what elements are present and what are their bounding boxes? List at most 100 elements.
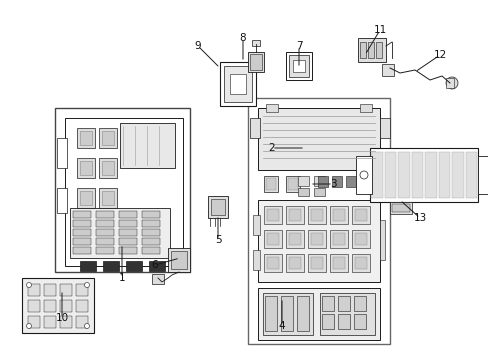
- Bar: [229, 74, 245, 94]
- Bar: [103, 261, 119, 271]
- Bar: [28, 300, 40, 312]
- Bar: [96, 247, 114, 254]
- Circle shape: [445, 77, 457, 89]
- Bar: [329, 254, 347, 272]
- Bar: [76, 316, 88, 328]
- Bar: [321, 296, 333, 311]
- Bar: [265, 178, 275, 190]
- Text: 1: 1: [119, 273, 125, 283]
- Bar: [337, 296, 349, 311]
- Bar: [266, 209, 279, 221]
- Bar: [55, 108, 190, 272]
- Bar: [329, 230, 347, 248]
- Bar: [285, 254, 304, 272]
- Bar: [296, 296, 308, 331]
- Bar: [119, 211, 137, 218]
- Bar: [337, 314, 349, 329]
- Bar: [317, 176, 327, 187]
- Bar: [119, 229, 137, 236]
- Bar: [359, 42, 365, 58]
- Bar: [367, 42, 373, 58]
- Bar: [375, 42, 381, 58]
- Text: 11: 11: [373, 25, 386, 35]
- Bar: [22, 278, 94, 333]
- Bar: [252, 250, 260, 270]
- Bar: [70, 208, 170, 258]
- Text: 10: 10: [55, 313, 68, 323]
- Bar: [370, 152, 382, 198]
- Bar: [288, 209, 301, 221]
- Bar: [96, 238, 114, 245]
- Text: 3: 3: [329, 179, 336, 189]
- Bar: [60, 284, 72, 296]
- Text: 8: 8: [239, 33, 246, 43]
- Bar: [359, 104, 371, 112]
- Bar: [357, 38, 385, 62]
- Bar: [397, 152, 408, 198]
- Circle shape: [359, 171, 367, 179]
- Bar: [389, 202, 411, 214]
- Bar: [329, 206, 347, 224]
- Text: 9: 9: [194, 41, 201, 51]
- Bar: [224, 66, 251, 102]
- Bar: [76, 300, 88, 312]
- Bar: [369, 148, 477, 202]
- Bar: [77, 128, 95, 148]
- Bar: [264, 230, 282, 248]
- Bar: [354, 209, 366, 221]
- Bar: [251, 40, 260, 46]
- Bar: [102, 131, 114, 145]
- Bar: [379, 220, 384, 260]
- Bar: [384, 152, 395, 198]
- Bar: [355, 156, 371, 194]
- Bar: [57, 188, 67, 213]
- Bar: [310, 233, 323, 245]
- Text: 2: 2: [268, 143, 275, 153]
- Bar: [76, 284, 88, 296]
- Bar: [285, 206, 304, 224]
- Bar: [57, 138, 67, 168]
- Bar: [266, 233, 279, 245]
- Bar: [288, 233, 301, 245]
- Circle shape: [26, 283, 31, 288]
- Bar: [120, 123, 175, 168]
- Bar: [119, 220, 137, 227]
- Bar: [99, 158, 117, 178]
- Bar: [77, 158, 95, 178]
- Text: 7: 7: [295, 41, 302, 51]
- Bar: [77, 188, 95, 208]
- Bar: [99, 188, 117, 208]
- Bar: [80, 161, 92, 175]
- Bar: [319, 293, 374, 335]
- Bar: [266, 257, 279, 269]
- Bar: [258, 288, 379, 340]
- Bar: [210, 199, 224, 215]
- Bar: [310, 257, 323, 269]
- Bar: [351, 254, 369, 272]
- Bar: [424, 152, 436, 198]
- Bar: [102, 161, 114, 175]
- Bar: [354, 257, 366, 269]
- Bar: [80, 191, 92, 205]
- Bar: [265, 104, 278, 112]
- Bar: [207, 196, 227, 218]
- Bar: [351, 206, 369, 224]
- Bar: [307, 230, 325, 248]
- Bar: [80, 131, 92, 145]
- Bar: [281, 296, 292, 331]
- Bar: [346, 176, 355, 187]
- Bar: [445, 78, 453, 88]
- Bar: [142, 247, 160, 254]
- Bar: [44, 300, 56, 312]
- Bar: [287, 178, 297, 190]
- Bar: [73, 220, 91, 227]
- Bar: [220, 62, 256, 106]
- Bar: [379, 118, 389, 138]
- Bar: [96, 229, 114, 236]
- Bar: [411, 152, 422, 198]
- Bar: [331, 176, 341, 187]
- Bar: [73, 238, 91, 245]
- Bar: [28, 316, 40, 328]
- Bar: [465, 152, 476, 198]
- Bar: [152, 274, 163, 284]
